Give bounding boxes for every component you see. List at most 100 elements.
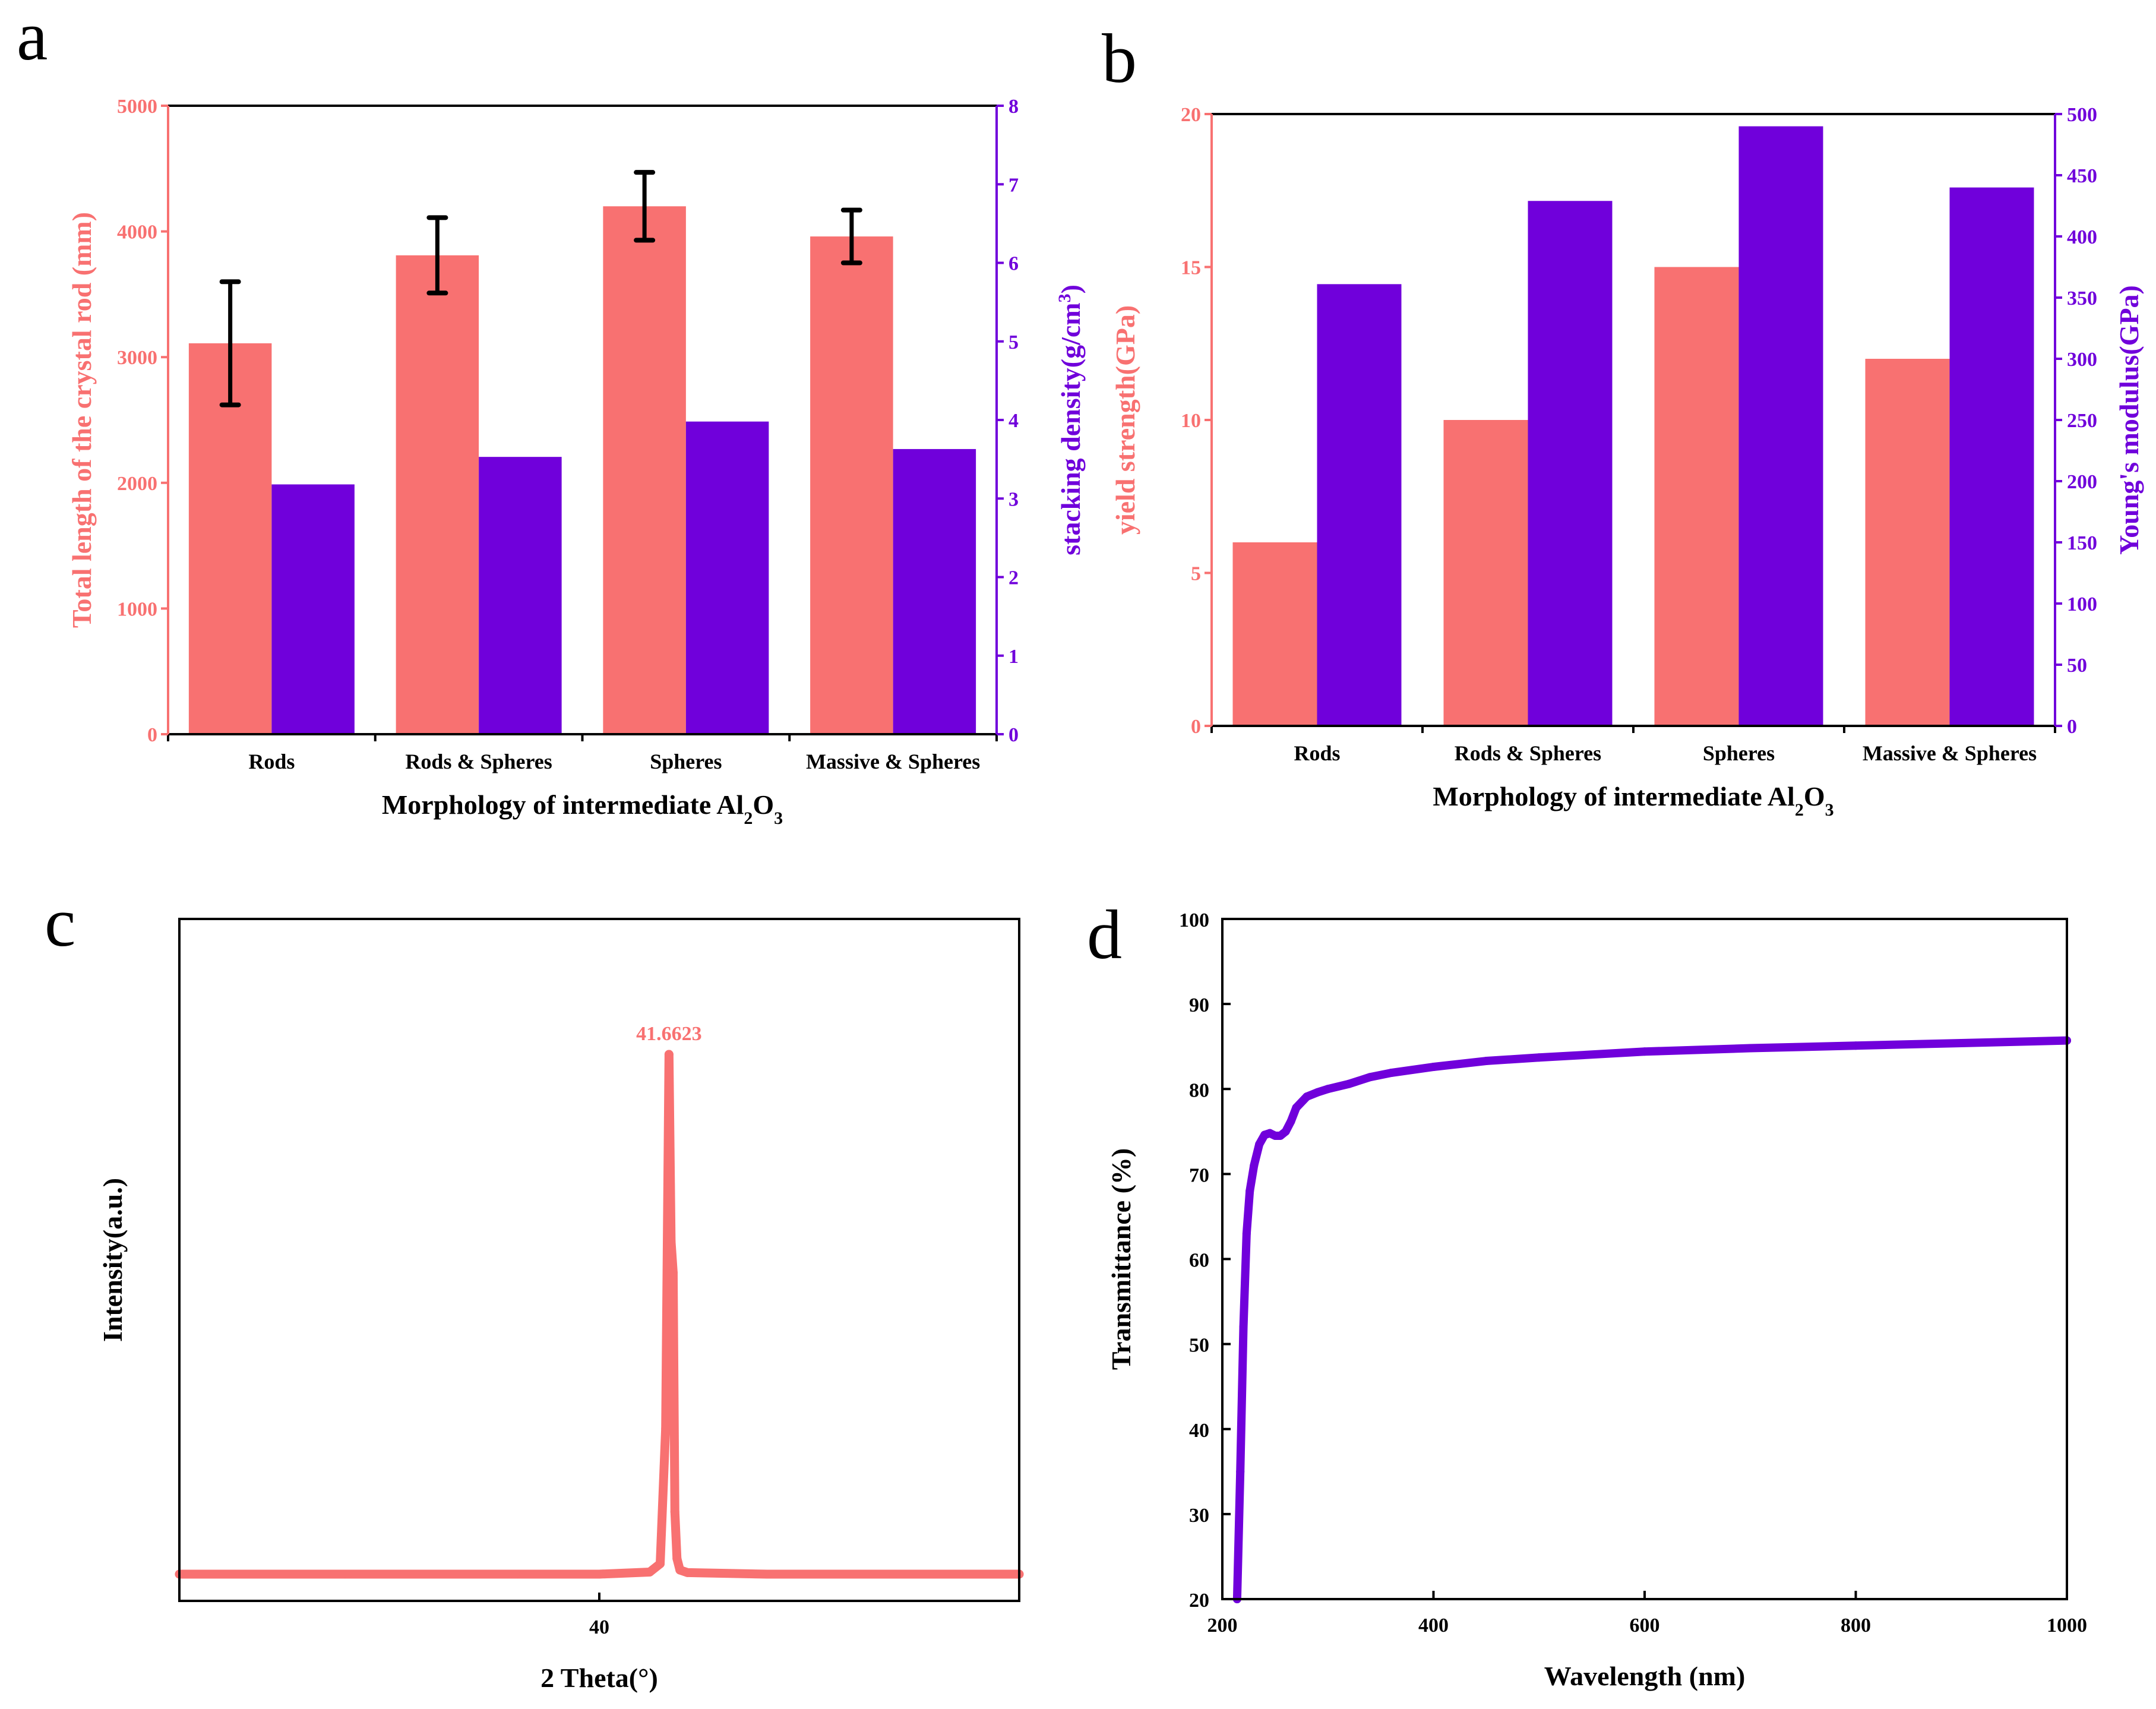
- right-tick-label-8: 400: [2067, 226, 2097, 248]
- y-tick-label-1: 30: [1189, 1505, 1209, 1527]
- right-tick-label-10: 500: [2067, 104, 2097, 126]
- right-tick-label-1: 50: [2067, 655, 2087, 677]
- x-tick-label-2: Spheres: [1703, 741, 1775, 765]
- left-tick-label-0: 0: [147, 724, 157, 746]
- y-tick-label-3: 50: [1189, 1335, 1209, 1357]
- left-tick-label-0: 0: [1191, 716, 1201, 738]
- panel-letter-d: d: [1087, 896, 1122, 974]
- data-point-10: [670, 1507, 679, 1517]
- plot-frame: [178, 918, 1020, 1602]
- right-tick-label-3: 3: [1009, 488, 1019, 510]
- chart-d-transmittance: 200 400 600 800 1000 20 30 40 50 60 70 80 90 100 Wavel…: [1106, 909, 2087, 1691]
- bar-young-s-modulus-1: [1528, 201, 1613, 726]
- data-point-5: [1250, 1161, 1259, 1170]
- x-tick-label-0: 200: [1207, 1615, 1238, 1637]
- data-point-1: [343, 1569, 352, 1579]
- data-point-13: [1292, 1103, 1301, 1112]
- data-point-24: [1746, 1044, 1754, 1053]
- data-point-11: [672, 1554, 682, 1563]
- panel-letter-c: c: [45, 883, 75, 961]
- data-point-7: [664, 1050, 674, 1059]
- bar-stacking-density-3: [893, 448, 976, 734]
- bar-total-length-of-the-crystal-rod-3: [810, 236, 893, 735]
- left-tick-label-3: 15: [1181, 257, 1201, 279]
- data-point-3: [595, 1569, 604, 1579]
- panel-letter-b: b: [1102, 20, 1137, 97]
- left-tick-label-4: 20: [1181, 104, 1201, 126]
- y-tick-label-8: 100: [1179, 909, 1209, 931]
- right-tick-label-0: 0: [2067, 716, 2077, 738]
- y-tick-label-2: 40: [1189, 1420, 1209, 1442]
- y-axis-label: Intensity(a.u.): [97, 1178, 128, 1342]
- x-tick-label-2: Spheres: [650, 750, 722, 773]
- series-line: [1232, 1036, 2071, 1603]
- data-point-22: [1535, 1053, 1544, 1062]
- x-tick-label-4: 1000: [2047, 1615, 2087, 1637]
- data-point-4: [1245, 1187, 1254, 1195]
- data-point-8: [666, 1237, 676, 1246]
- data-point-15: [1313, 1088, 1322, 1097]
- data-point-16: [1323, 1085, 1332, 1094]
- bar-stacking-density-2: [685, 421, 769, 734]
- bar-young-s-modulus-0: [1317, 284, 1402, 726]
- y-axis-label: Transmittance (%): [1106, 1148, 1136, 1370]
- data-point-20: [1429, 1063, 1438, 1072]
- left-tick-label-4: 4000: [117, 222, 157, 244]
- data-point-18: [1365, 1073, 1374, 1082]
- bar-stacking-density-0: [271, 484, 355, 734]
- right-tick-label-2: 100: [2067, 593, 2097, 615]
- data-point-6: [1255, 1140, 1264, 1149]
- data-point-14: [763, 1569, 772, 1579]
- bar-total-length-of-the-crystal-rod-1: [396, 255, 479, 735]
- data-point-12: [1286, 1117, 1295, 1126]
- data-point-23: [1640, 1047, 1649, 1056]
- plot-frame: [1221, 918, 2068, 1600]
- x-axis-label: Morphology of intermediate Al2O3: [1433, 781, 1833, 820]
- right-tick-label-1: 1: [1009, 646, 1019, 668]
- data-point-26: [1957, 1038, 1966, 1047]
- right-tick-label-7: 7: [1009, 174, 1019, 196]
- right-tick-label-5: 250: [2067, 410, 2097, 432]
- right-tick-label-5: 5: [1009, 331, 1019, 353]
- chart-a-bar: Rods Rods & Spheres Spheres Massive & Spher…: [67, 96, 1086, 828]
- y-tick-label-4: 60: [1189, 1250, 1209, 1272]
- right-tick-label-8: 8: [1009, 96, 1019, 118]
- x-axis-label: Wavelength (nm): [1544, 1661, 1746, 1691]
- data-point-19: [1387, 1069, 1396, 1078]
- x-tick-label-1: 400: [1418, 1615, 1449, 1637]
- right-tick-label-4: 200: [2067, 471, 2097, 493]
- bar-young-s-modulus-2: [1738, 126, 1823, 726]
- data-point-2: [1239, 1323, 1248, 1331]
- data-point-1: [1236, 1467, 1245, 1476]
- bar-yield-strength-0: [1232, 542, 1317, 726]
- left-tick-label-3: 3000: [117, 347, 157, 369]
- x-axis-label: 2 Theta(°): [540, 1663, 658, 1693]
- x-tick-label-3: Massive & Spheres: [1863, 741, 2037, 765]
- y-tick-label-0: 20: [1189, 1590, 1209, 1612]
- data-point-25: [1851, 1041, 1860, 1050]
- data-point-9: [668, 1268, 678, 1277]
- x-tick-label-1: Rods & Spheres: [1455, 741, 1601, 765]
- chart-b-bar: Rods Rods & Spheres Spheres Massive & Spher…: [1110, 104, 2144, 820]
- bar-yield-strength-2: [1654, 267, 1739, 726]
- peak-label: 41.6623: [636, 1023, 702, 1045]
- right-tick-label-3: 150: [2067, 532, 2097, 554]
- bar-total-length-of-the-crystal-rod-2: [603, 206, 686, 734]
- data-point-14: [1303, 1092, 1311, 1101]
- bar-total-length-of-the-crystal-rod-0: [188, 343, 272, 734]
- bar-yield-strength-1: [1443, 420, 1528, 726]
- right-tick-label-4: 4: [1009, 410, 1019, 432]
- left-tick-label-2: 10: [1181, 410, 1201, 432]
- data-point-17: [1345, 1079, 1354, 1088]
- y-tick-label-6: 80: [1189, 1079, 1209, 1101]
- left-tick-label-1: 1000: [117, 598, 157, 620]
- x-tick-label-2: 600: [1630, 1615, 1660, 1637]
- data-point-4: [645, 1568, 655, 1577]
- y-tick-label-7: 90: [1189, 994, 1209, 1016]
- data-point-6: [661, 1424, 671, 1433]
- left-tick-label-1: 5: [1191, 563, 1201, 585]
- chart-c-xrd: 40 2 Theta(°) Intensity(a.u.) 41.6623: [97, 918, 1024, 1693]
- data-point-21: [1482, 1057, 1491, 1066]
- bar-yield-strength-3: [1865, 359, 1950, 726]
- y-tick-label-5: 70: [1189, 1164, 1209, 1186]
